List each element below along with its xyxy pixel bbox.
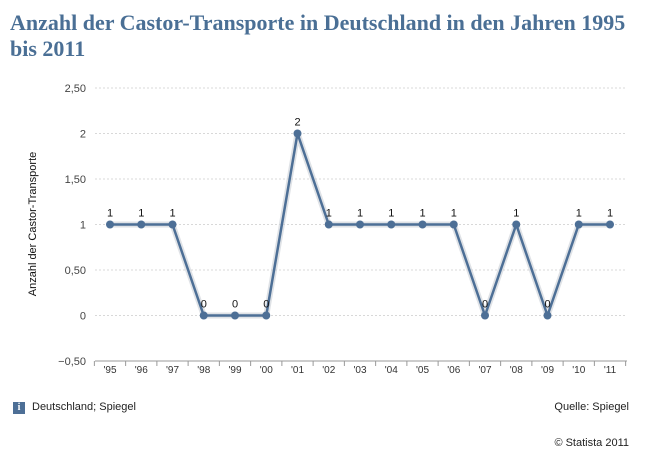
data-point[interactable]	[387, 220, 396, 229]
data-label: 1	[107, 208, 113, 220]
x-tick-label: '99	[228, 365, 241, 376]
data-point[interactable]	[199, 311, 208, 320]
x-tick-label: '09	[541, 365, 554, 376]
data-label: 2	[294, 117, 300, 129]
y-tick-label: 0,50	[65, 265, 86, 277]
source-note: Quelle: Spiegel	[554, 401, 629, 413]
data-label: 1	[169, 208, 175, 220]
x-tick-label: '08	[510, 365, 523, 376]
y-axis-ticks: −0,50 0 0,50 1 1,50 2 2,50	[58, 83, 86, 368]
data-point[interactable]	[574, 220, 583, 229]
data-point[interactable]	[324, 220, 333, 229]
data-point[interactable]	[168, 220, 177, 229]
x-tick-label: '05	[416, 365, 429, 376]
x-tick-label: '04	[385, 365, 398, 376]
data-label: 1	[607, 208, 613, 220]
y-tick-label: 2	[80, 129, 86, 141]
y-tick-label: 1,50	[65, 174, 86, 186]
data-label: 0	[482, 299, 488, 311]
y-axis-label: Anzahl der Castor-Transporte	[27, 152, 39, 297]
data-label: 1	[138, 208, 144, 220]
data-point[interactable]	[356, 220, 364, 229]
data-label: 0	[201, 299, 207, 311]
x-tick-label: '96	[135, 365, 148, 376]
data-point[interactable]	[449, 220, 458, 229]
chart-title: Anzahl der Castor-Transporte in Deutschl…	[10, 10, 626, 61]
data-point[interactable]	[293, 129, 302, 138]
data-point[interactable]	[418, 220, 427, 229]
data-point[interactable]	[481, 311, 489, 320]
x-tick-label: '11	[604, 365, 617, 376]
y-tick-label: 0	[80, 311, 86, 323]
x-tick-label: '98	[197, 365, 210, 376]
data-point[interactable]	[137, 220, 146, 229]
data-label: 1	[388, 208, 394, 220]
data-label: 1	[451, 208, 457, 220]
data-label: 1	[357, 208, 363, 220]
x-tick-label: '95	[103, 365, 116, 376]
data-label: 1	[513, 208, 519, 220]
y-tick-label: −0,50	[58, 356, 86, 368]
data-point[interactable]	[262, 311, 271, 320]
x-tick-label: '00	[260, 365, 273, 376]
x-tick-label: '03	[353, 365, 366, 376]
data-point[interactable]	[231, 311, 239, 320]
info-icon[interactable]: i	[13, 402, 25, 414]
data-point[interactable]	[606, 220, 614, 229]
x-tick-label: '97	[166, 365, 179, 376]
data-points	[106, 129, 614, 320]
data-point[interactable]	[106, 220, 114, 229]
x-tick-label: '07	[478, 365, 491, 376]
copyright-note: © Statista 2011	[554, 437, 629, 449]
data-label: 1	[576, 208, 582, 220]
y-tick-label: 2,50	[65, 83, 86, 95]
data-point[interactable]	[512, 220, 521, 229]
data-label: 0	[263, 299, 269, 311]
x-axis-ticks: '95 '96 '97 '98 '99 '00 '01 '02 '03 '04 '05 '06 '07 '…	[93, 361, 627, 376]
y-tick-label: 1	[80, 220, 86, 232]
x-tick-label: '01	[291, 365, 304, 376]
data-label: 0	[232, 299, 238, 311]
region-note: Deutschland; Spiegel	[32, 401, 136, 413]
data-label: 0	[544, 299, 550, 311]
x-tick-label: '02	[322, 365, 335, 376]
data-point[interactable]	[543, 311, 552, 320]
data-labels: 1 1 1 0 0 0 2 1 1 1 1 1 0 1 0 1 1	[107, 117, 613, 311]
data-label: 1	[419, 208, 425, 220]
data-label: 1	[326, 208, 332, 220]
x-tick-label: '06	[447, 365, 460, 376]
x-tick-label: '10	[572, 365, 585, 376]
